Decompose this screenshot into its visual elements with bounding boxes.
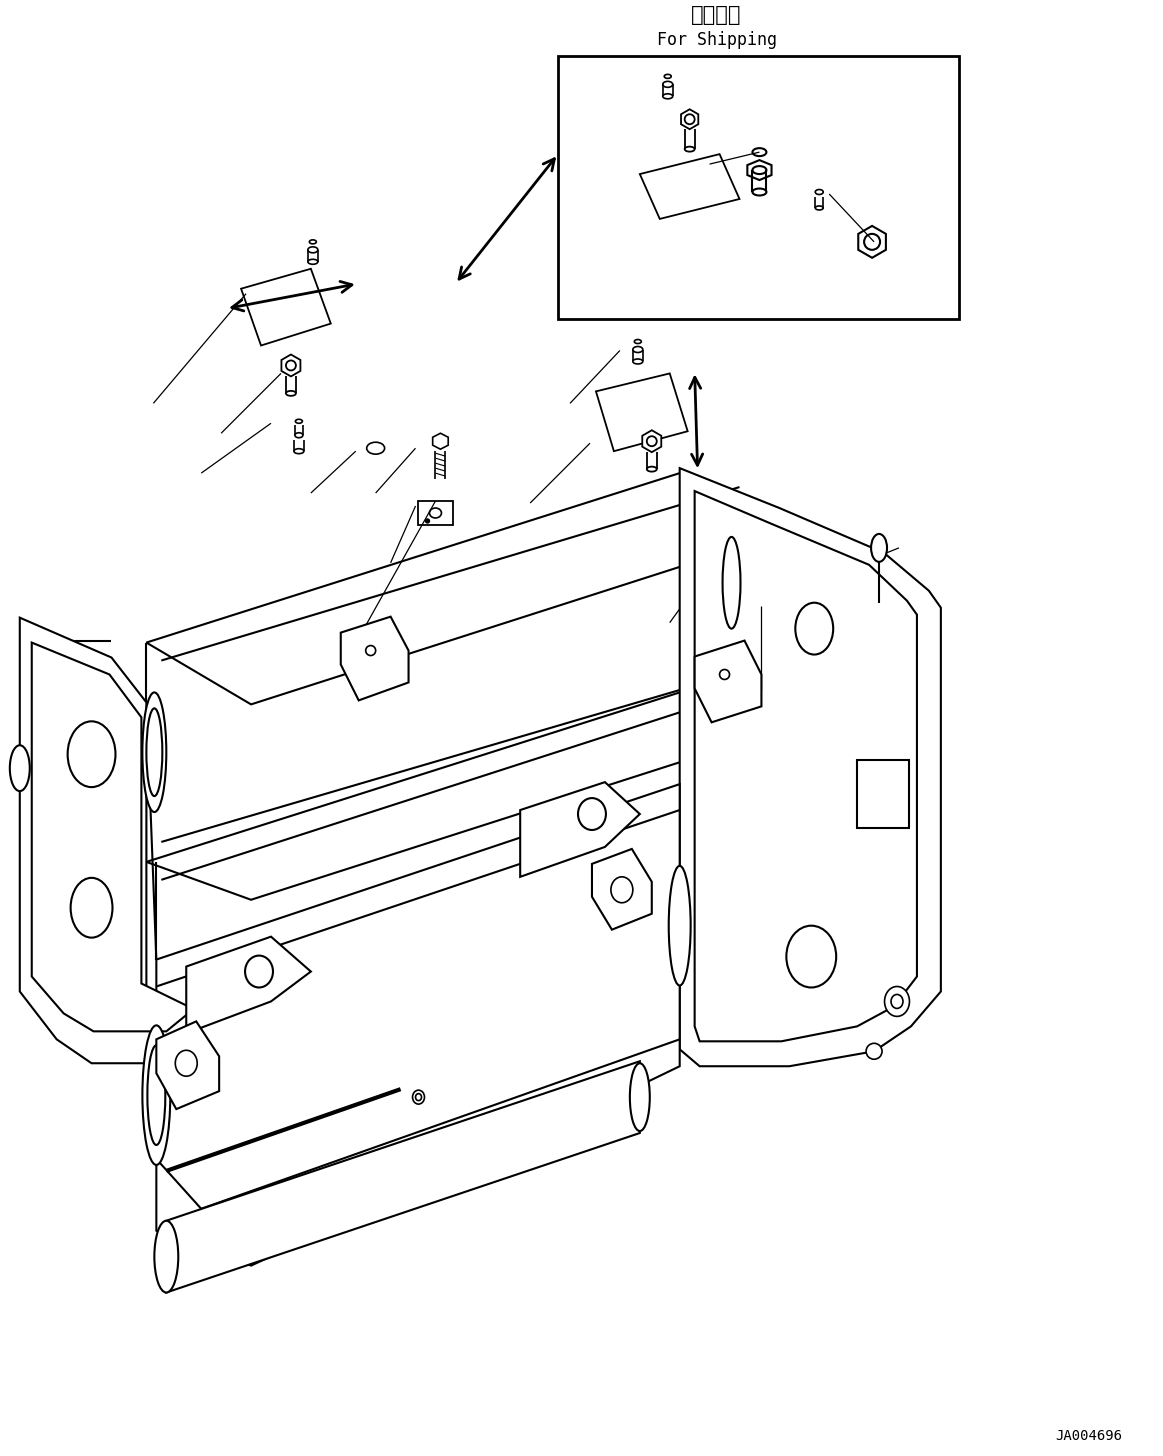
- Ellipse shape: [9, 745, 30, 791]
- Ellipse shape: [155, 1220, 178, 1293]
- Ellipse shape: [147, 709, 163, 796]
- Ellipse shape: [286, 390, 295, 396]
- Polygon shape: [682, 109, 698, 130]
- Ellipse shape: [752, 188, 766, 195]
- Ellipse shape: [142, 1025, 170, 1165]
- Ellipse shape: [413, 1091, 424, 1104]
- Polygon shape: [241, 269, 330, 345]
- Circle shape: [720, 670, 729, 680]
- Polygon shape: [281, 354, 300, 377]
- Ellipse shape: [67, 721, 115, 788]
- Circle shape: [866, 1044, 882, 1060]
- Ellipse shape: [685, 147, 694, 151]
- Bar: [857, 760, 909, 828]
- Ellipse shape: [611, 877, 633, 903]
- Ellipse shape: [633, 360, 643, 364]
- Ellipse shape: [815, 205, 823, 210]
- Ellipse shape: [578, 798, 606, 830]
- Ellipse shape: [885, 987, 909, 1016]
- Polygon shape: [592, 849, 651, 930]
- Polygon shape: [748, 160, 771, 181]
- Bar: [558, 57, 958, 319]
- Ellipse shape: [295, 432, 302, 438]
- Polygon shape: [694, 641, 762, 722]
- Ellipse shape: [752, 149, 766, 156]
- Text: JA004696: JA004696: [1055, 1428, 1122, 1443]
- Polygon shape: [341, 617, 408, 700]
- Ellipse shape: [656, 495, 663, 499]
- Ellipse shape: [429, 508, 442, 518]
- Ellipse shape: [664, 74, 671, 79]
- Ellipse shape: [176, 1050, 198, 1076]
- Polygon shape: [418, 501, 454, 526]
- Polygon shape: [679, 469, 941, 1066]
- Circle shape: [286, 361, 295, 370]
- Ellipse shape: [415, 1093, 421, 1101]
- Polygon shape: [743, 606, 779, 629]
- Ellipse shape: [148, 1045, 165, 1144]
- Polygon shape: [156, 785, 679, 1265]
- Polygon shape: [147, 473, 779, 705]
- Text: For Shipping: For Shipping: [657, 32, 777, 50]
- Polygon shape: [156, 1021, 219, 1109]
- Ellipse shape: [795, 603, 833, 655]
- Ellipse shape: [752, 166, 766, 175]
- Ellipse shape: [647, 466, 657, 472]
- Polygon shape: [186, 936, 311, 1034]
- Polygon shape: [858, 226, 886, 258]
- Ellipse shape: [669, 866, 691, 986]
- Ellipse shape: [294, 448, 304, 454]
- Ellipse shape: [815, 189, 823, 195]
- Polygon shape: [20, 617, 201, 1063]
- Ellipse shape: [719, 559, 736, 571]
- Ellipse shape: [308, 248, 317, 253]
- Ellipse shape: [786, 926, 836, 987]
- Ellipse shape: [891, 994, 902, 1009]
- Polygon shape: [166, 1061, 640, 1293]
- Text: 運搜部品: 運搜部品: [691, 4, 742, 25]
- Circle shape: [685, 114, 694, 124]
- Polygon shape: [520, 782, 640, 877]
- Circle shape: [751, 623, 756, 628]
- Polygon shape: [642, 431, 662, 453]
- Circle shape: [426, 518, 429, 523]
- Ellipse shape: [663, 93, 672, 99]
- Ellipse shape: [633, 347, 643, 352]
- Ellipse shape: [871, 534, 887, 562]
- Ellipse shape: [245, 955, 273, 987]
- Polygon shape: [147, 693, 779, 900]
- Ellipse shape: [71, 878, 113, 938]
- Polygon shape: [595, 373, 687, 451]
- Circle shape: [647, 437, 657, 446]
- Ellipse shape: [663, 82, 672, 87]
- Circle shape: [365, 645, 376, 655]
- Circle shape: [864, 234, 880, 250]
- Ellipse shape: [295, 419, 302, 424]
- Polygon shape: [694, 491, 916, 1041]
- Ellipse shape: [656, 508, 664, 514]
- Polygon shape: [793, 555, 809, 571]
- Ellipse shape: [756, 613, 768, 623]
- Ellipse shape: [308, 259, 317, 265]
- Ellipse shape: [142, 693, 166, 812]
- Ellipse shape: [655, 524, 665, 530]
- Ellipse shape: [366, 443, 385, 454]
- Ellipse shape: [630, 1063, 650, 1131]
- Polygon shape: [31, 642, 188, 1031]
- Ellipse shape: [309, 240, 316, 243]
- Polygon shape: [640, 154, 740, 218]
- Ellipse shape: [722, 537, 741, 629]
- Ellipse shape: [634, 339, 641, 344]
- Polygon shape: [433, 434, 448, 450]
